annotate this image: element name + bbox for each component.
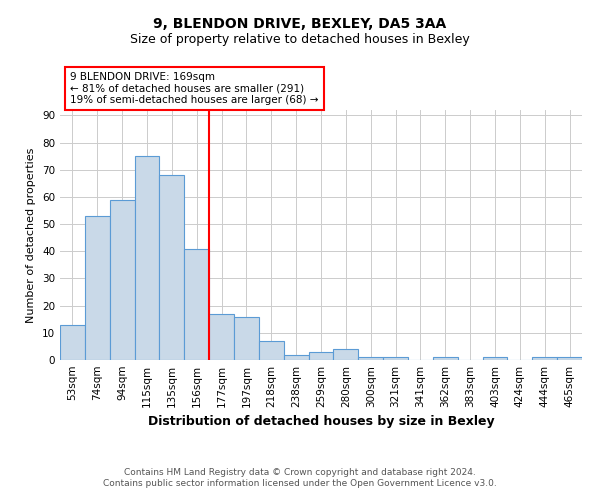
Bar bbox=[209, 314, 234, 360]
Bar bbox=[184, 248, 209, 360]
Bar bbox=[60, 324, 85, 360]
Bar bbox=[334, 349, 358, 360]
Bar bbox=[134, 156, 160, 360]
Text: Size of property relative to detached houses in Bexley: Size of property relative to detached ho… bbox=[130, 32, 470, 46]
Bar bbox=[433, 358, 458, 360]
Text: 9, BLENDON DRIVE, BEXLEY, DA5 3AA: 9, BLENDON DRIVE, BEXLEY, DA5 3AA bbox=[154, 18, 446, 32]
Bar bbox=[160, 175, 184, 360]
Bar bbox=[482, 358, 508, 360]
Bar bbox=[532, 358, 557, 360]
Text: 9 BLENDON DRIVE: 169sqm
← 81% of detached houses are smaller (291)
19% of semi-d: 9 BLENDON DRIVE: 169sqm ← 81% of detache… bbox=[70, 72, 319, 105]
Text: Contains HM Land Registry data © Crown copyright and database right 2024.
Contai: Contains HM Land Registry data © Crown c… bbox=[103, 468, 497, 487]
Bar bbox=[259, 341, 284, 360]
X-axis label: Distribution of detached houses by size in Bexley: Distribution of detached houses by size … bbox=[148, 416, 494, 428]
Y-axis label: Number of detached properties: Number of detached properties bbox=[26, 148, 37, 322]
Bar bbox=[234, 316, 259, 360]
Bar bbox=[110, 200, 134, 360]
Bar bbox=[284, 354, 308, 360]
Bar bbox=[557, 358, 582, 360]
Bar bbox=[358, 358, 383, 360]
Bar bbox=[85, 216, 110, 360]
Bar bbox=[308, 352, 334, 360]
Bar bbox=[383, 358, 408, 360]
